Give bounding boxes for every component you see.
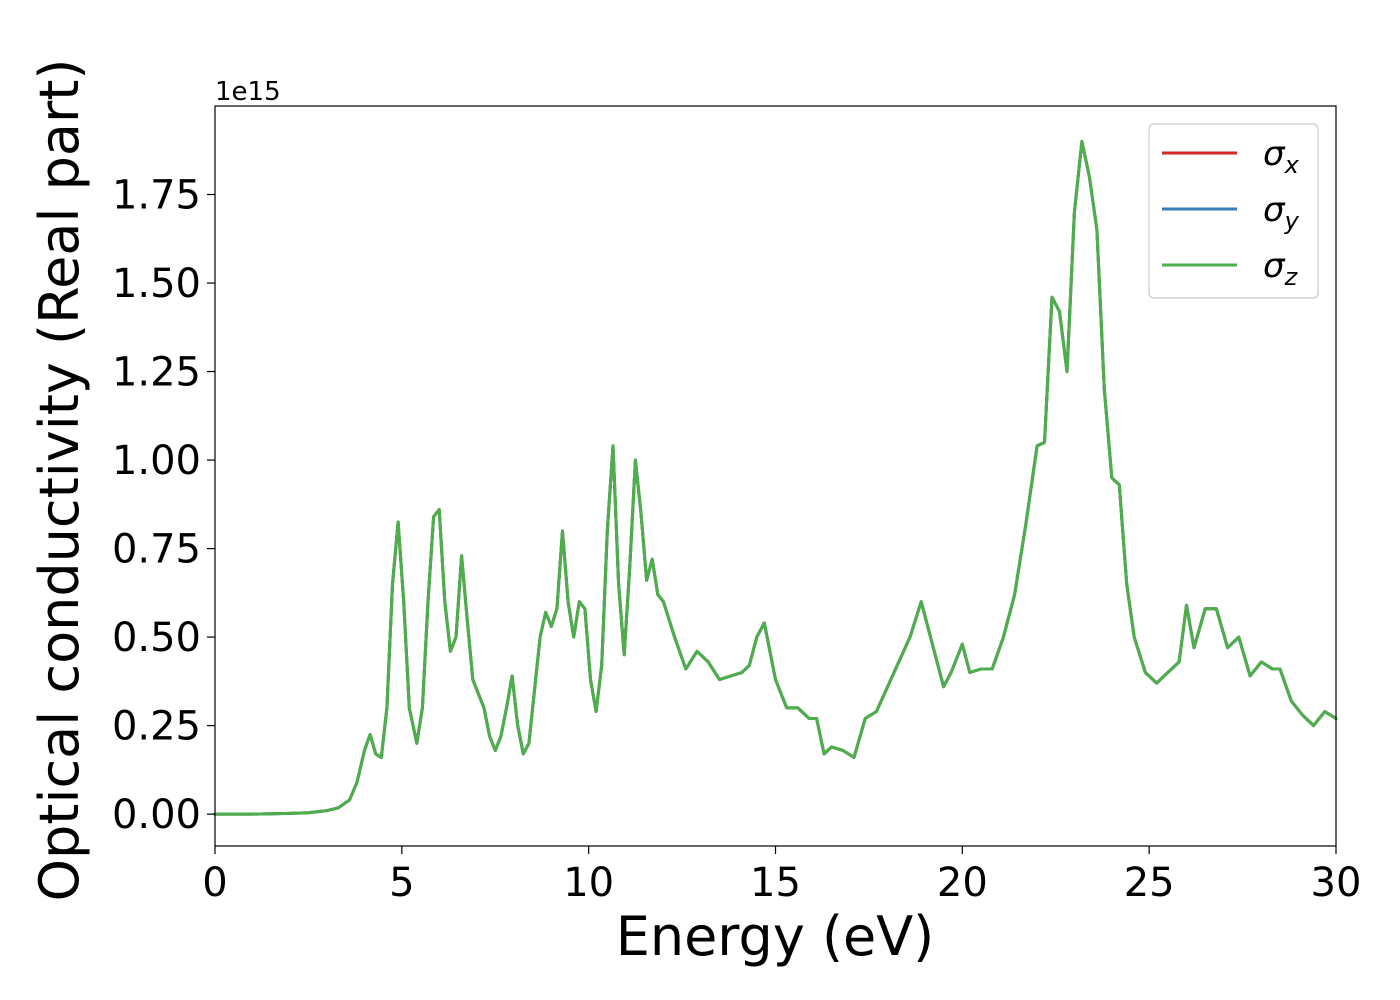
x-axis-label: Energy (eV) xyxy=(616,905,935,968)
y-tick-label: 1.75 xyxy=(112,173,201,219)
x-tick-label: 10 xyxy=(563,860,614,906)
y-tick-label: 1.00 xyxy=(112,438,201,484)
x-tick-label: 25 xyxy=(1124,860,1175,906)
y-offset-label: 1e15 xyxy=(215,77,281,107)
y-tick-label: 0.50 xyxy=(112,615,201,661)
y-axis-label: Optical conductivity (Real part) xyxy=(28,59,91,902)
x-tick-label: 0 xyxy=(202,860,227,906)
legend: σx σy σz xyxy=(1148,123,1319,299)
plot-area xyxy=(213,139,1338,816)
y-tick-label: 0.75 xyxy=(112,527,201,573)
y-tick-label: 1.50 xyxy=(112,261,201,307)
legend-label-sigma-y: σy xyxy=(1263,190,1300,235)
y-tick-label: 1.25 xyxy=(112,350,201,396)
legend-label-sigma-x: σx xyxy=(1263,134,1300,179)
x-tick-label: 30 xyxy=(1311,860,1362,906)
y-tick-label: 0.25 xyxy=(112,704,201,750)
axes: 0 5 10 15 20 25 30 0.00 0.25 0.50 0.75 1.00 1.25 1.50… xyxy=(112,105,1362,906)
series-line-sigma-z xyxy=(213,139,1338,816)
x-tick-label: 20 xyxy=(937,860,988,906)
y-tick-label: 0.00 xyxy=(112,792,201,838)
legend-box xyxy=(1148,123,1319,299)
x-tick-label: 15 xyxy=(750,860,801,906)
x-tick-label: 5 xyxy=(389,860,414,906)
legend-label-sigma-z: σz xyxy=(1263,246,1299,291)
